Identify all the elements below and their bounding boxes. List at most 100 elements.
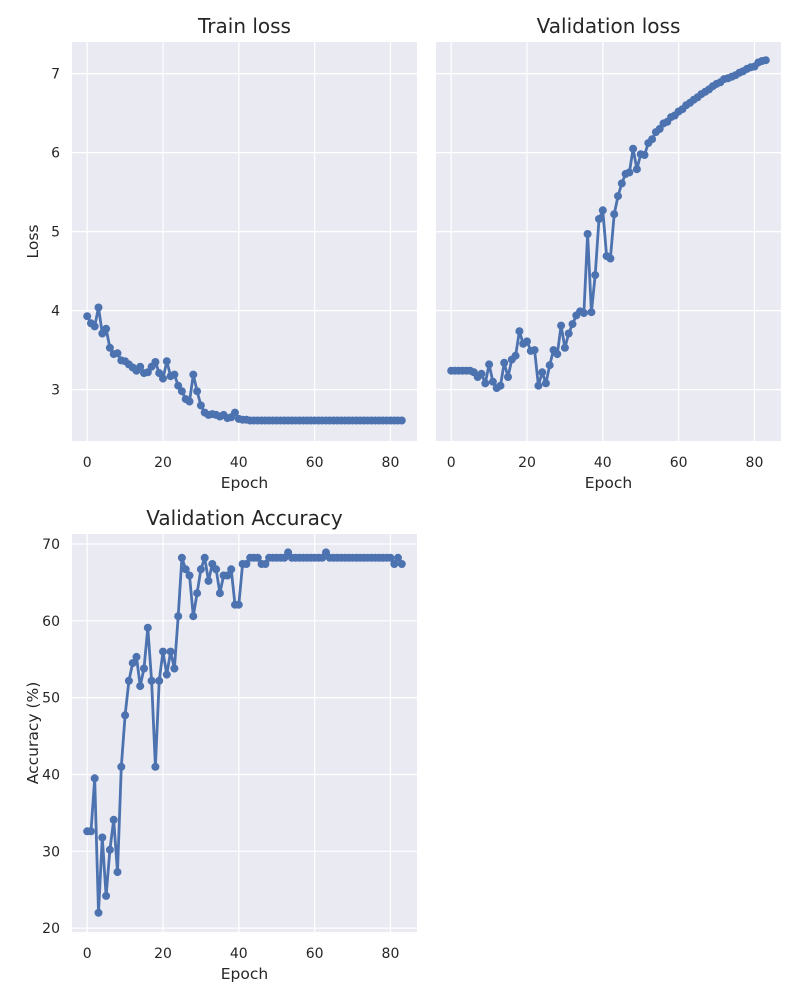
data-point bbox=[227, 565, 236, 574]
y-tick-label: 6 bbox=[51, 146, 60, 162]
data-point bbox=[625, 168, 634, 177]
y-tick-label: 3 bbox=[51, 383, 60, 399]
data-point bbox=[579, 309, 588, 317]
x-tick-label: 80 bbox=[382, 946, 400, 962]
data-point bbox=[136, 682, 145, 691]
data-point bbox=[181, 565, 190, 574]
data-point bbox=[128, 659, 137, 668]
data-point bbox=[102, 324, 111, 333]
data-point bbox=[90, 774, 99, 783]
x-axis-label: Epoch bbox=[221, 965, 268, 983]
x-tick-label: 40 bbox=[230, 946, 248, 962]
y-tick-label: 40 bbox=[42, 767, 60, 783]
data-point bbox=[530, 346, 539, 355]
data-point bbox=[117, 762, 126, 771]
data-point bbox=[166, 647, 175, 656]
data-point bbox=[177, 553, 186, 562]
data-point bbox=[598, 206, 607, 215]
data-point bbox=[215, 589, 224, 598]
x-tick-label: 80 bbox=[382, 455, 400, 471]
data-point bbox=[397, 560, 406, 568]
x-tick-label: 0 bbox=[447, 455, 456, 471]
plot-area bbox=[72, 42, 417, 441]
x-tick-label: 20 bbox=[518, 455, 536, 471]
y-tick-label: 50 bbox=[42, 691, 60, 707]
chart-panel-2: 0 20 40 60 80 Validation loss Epoch bbox=[436, 14, 781, 492]
y-tick-label: 5 bbox=[51, 225, 60, 241]
data-point bbox=[541, 379, 550, 388]
data-point bbox=[162, 357, 171, 366]
data-point bbox=[261, 560, 270, 568]
data-point bbox=[140, 664, 148, 673]
data-point bbox=[132, 652, 141, 661]
data-point bbox=[189, 370, 198, 379]
data-point bbox=[511, 351, 520, 360]
x-axis-label: Epoch bbox=[221, 474, 268, 492]
data-point bbox=[113, 868, 122, 877]
data-point bbox=[583, 230, 592, 238]
chart-title: Validation loss bbox=[537, 14, 681, 38]
data-point bbox=[193, 589, 202, 598]
data-point bbox=[162, 670, 171, 679]
chart-panel-3: 0 20 40 60 80 20 30 40 50 60 70 Validation Accuracy… bbox=[24, 506, 417, 983]
data-point bbox=[102, 891, 111, 900]
data-point bbox=[394, 553, 402, 562]
data-point bbox=[159, 374, 167, 383]
data-point bbox=[496, 381, 505, 390]
data-point bbox=[606, 254, 615, 263]
data-point bbox=[94, 303, 103, 312]
data-point bbox=[170, 664, 179, 673]
data-point bbox=[143, 623, 152, 632]
data-point bbox=[761, 56, 770, 65]
chart-title: Train loss bbox=[197, 14, 291, 38]
plot-area bbox=[72, 534, 417, 932]
x-tick-label: 0 bbox=[83, 455, 92, 471]
data-point bbox=[98, 833, 107, 842]
y-tick-label: 7 bbox=[51, 67, 60, 83]
data-point bbox=[488, 377, 497, 386]
data-point bbox=[390, 560, 399, 568]
data-point bbox=[189, 612, 198, 621]
data-point bbox=[397, 416, 406, 425]
data-point bbox=[113, 349, 122, 358]
data-point bbox=[242, 560, 251, 568]
x-tick-label: 60 bbox=[670, 455, 688, 471]
y-axis-label: Accuracy (%) bbox=[24, 682, 42, 785]
data-point bbox=[200, 553, 209, 562]
data-point bbox=[105, 845, 114, 854]
data-point bbox=[523, 337, 531, 346]
data-point bbox=[212, 565, 221, 574]
data-point bbox=[386, 553, 395, 562]
x-tick-label: 40 bbox=[230, 455, 248, 471]
x-tick-label: 60 bbox=[306, 455, 324, 471]
data-point bbox=[477, 369, 486, 378]
data-point bbox=[534, 381, 543, 390]
data-point bbox=[504, 373, 512, 381]
data-point bbox=[485, 360, 494, 369]
data-point bbox=[196, 565, 205, 574]
data-point bbox=[568, 320, 577, 329]
data-point bbox=[591, 271, 600, 280]
data-point bbox=[648, 135, 657, 144]
data-point bbox=[640, 151, 649, 159]
y-tick-label: 4 bbox=[51, 304, 60, 320]
y-tick-label: 20 bbox=[42, 921, 60, 937]
chart-panel-1: 0 20 40 60 80 3 4 5 6 7 Train loss Epoch Loss bbox=[24, 14, 417, 492]
data-point bbox=[557, 321, 566, 330]
x-tick-label: 20 bbox=[154, 455, 172, 471]
data-point bbox=[632, 165, 641, 174]
data-point bbox=[196, 401, 205, 410]
data-point bbox=[83, 312, 92, 321]
data-point bbox=[481, 379, 490, 388]
data-point bbox=[610, 210, 619, 219]
y-tick-label: 70 bbox=[42, 537, 60, 553]
data-point bbox=[121, 711, 130, 720]
data-point bbox=[553, 350, 562, 359]
data-point bbox=[159, 647, 167, 656]
x-tick-label: 20 bbox=[154, 946, 172, 962]
data-point bbox=[147, 676, 156, 685]
data-point bbox=[90, 322, 99, 331]
data-point bbox=[151, 762, 160, 771]
data-point bbox=[136, 362, 145, 371]
